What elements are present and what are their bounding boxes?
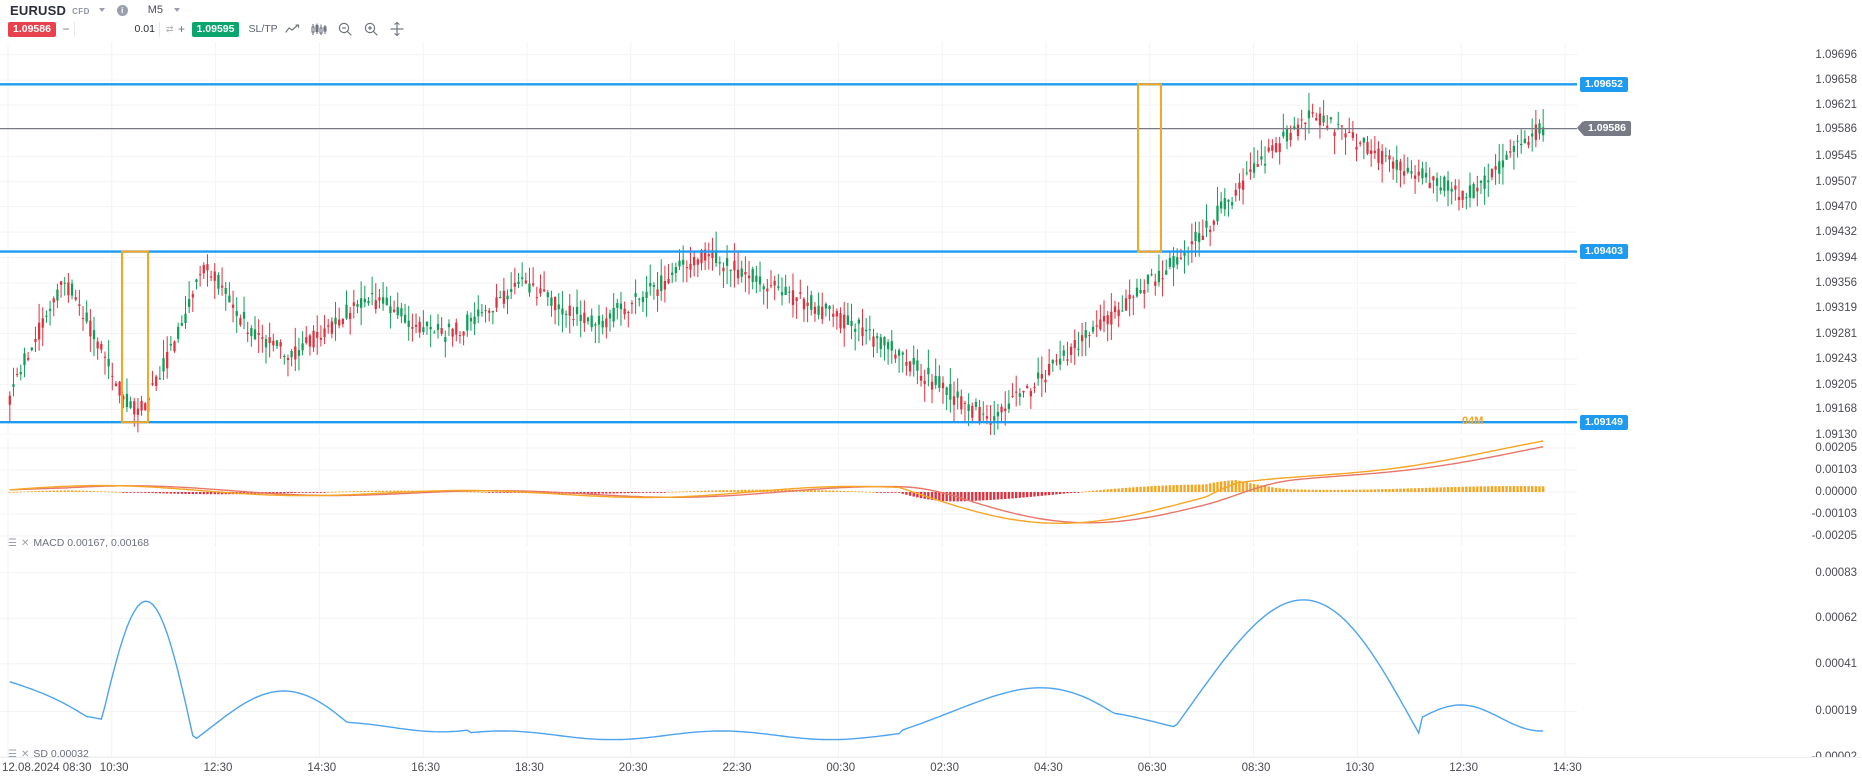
sd-axis-tick: 0.00019 xyxy=(1815,705,1857,718)
chevron-down-icon[interactable] xyxy=(174,8,181,12)
macd-axis-tick: 0.00205 xyxy=(1815,441,1857,454)
sd-axis-tick: 0.00083 xyxy=(1815,566,1857,579)
quantity-stepper: − 0.01 ⇄ + xyxy=(58,21,190,37)
time-axis-tick: 04:30 xyxy=(1034,762,1063,774)
current-price-label[interactable]: 1.09586 xyxy=(1577,121,1631,137)
trade-row: 1.09586 − 0.01 ⇄ + 1.09595 SL/TP xyxy=(8,20,408,38)
symbol-row: EURUSD CFD i M5 xyxy=(10,1,184,19)
top-toolbar: EURUSD CFD i M5 1.09586 − 0.01 ⇄ + 1.095… xyxy=(0,0,1862,42)
macd-legend-label: MACD 0.00167, 0.00168 xyxy=(33,537,149,549)
swap-icon[interactable]: ⇄ xyxy=(165,23,174,34)
symbol-label[interactable]: EURUSD xyxy=(10,2,67,18)
settings-icon[interactable]: ☰ xyxy=(8,537,17,549)
price-axis-tick: 1.09130 xyxy=(1815,429,1857,441)
zoom-out-icon[interactable] xyxy=(334,20,356,38)
crosshair-icon[interactable] xyxy=(386,20,408,38)
price-axis[interactable]: 1.09696 1.09658 1.09621 1.09586 1.09545 1.095… xyxy=(1577,42,1862,441)
quantity-decrement-button[interactable]: − xyxy=(62,22,70,36)
price-axis-tick: 1.09356 xyxy=(1815,277,1857,290)
price-axis-tick: 1.09432 xyxy=(1815,226,1857,239)
price-axis-tick: 1.09243 xyxy=(1815,353,1857,366)
overlay-annotation: 04M xyxy=(1462,415,1484,428)
settings-icon[interactable]: ☰ xyxy=(8,748,17,760)
time-axis-tick: 16:30 xyxy=(411,762,440,774)
macd-axis-tick: 0.00103 xyxy=(1815,463,1857,476)
support-price-label[interactable]: 1.09149 xyxy=(1580,414,1628,430)
resistance-price-label[interactable]: 1.09652 xyxy=(1580,76,1628,92)
macd-axis: 0.00205 0.00103 0.00000 -0.00103 -0.00205 xyxy=(1577,437,1862,547)
price-chart-panel[interactable] xyxy=(0,42,1577,435)
price-axis-tick: 1.09205 xyxy=(1815,378,1857,391)
timeframe-label: M5 xyxy=(147,4,164,16)
sd-axis-tick: 0.00041 xyxy=(1815,657,1857,670)
macd-axis-tick: 0.00000 xyxy=(1815,486,1857,498)
time-axis-tick: 12.08.2024 08:30 xyxy=(2,762,92,774)
info-icon[interactable]: i xyxy=(116,4,128,16)
price-axis-tick: 1.09168 xyxy=(1815,403,1857,416)
price-axis-tick: 1.09470 xyxy=(1815,200,1857,213)
quantity-input[interactable]: 0.01 xyxy=(73,21,160,37)
line-chart-icon[interactable] xyxy=(282,20,304,38)
time-axis-tick: 12:30 xyxy=(203,762,233,774)
quantity-value: 0.01 xyxy=(134,23,155,35)
time-axis-tick: 02:30 xyxy=(930,762,959,774)
time-axis-tick: 18:30 xyxy=(515,762,544,774)
candlestick-icon[interactable] xyxy=(308,20,330,38)
quantity-increment-button[interactable]: + xyxy=(178,22,186,36)
macd-legend[interactable]: ☰ ✕ MACD 0.00167, 0.00168 xyxy=(8,537,149,549)
price-axis-tick: 1.09696 xyxy=(1815,48,1857,61)
chevron-down-icon[interactable] xyxy=(98,8,105,12)
midline-price-label[interactable]: 1.09403 xyxy=(1580,244,1628,260)
timeframe-selector[interactable]: M5 xyxy=(144,2,184,18)
time-axis-tick: 22:30 xyxy=(722,762,752,774)
time-axis-tick: 08:30 xyxy=(1241,762,1271,774)
time-axis-tick: 10:30 xyxy=(99,762,129,774)
instrument-type-label: CFD xyxy=(72,6,90,16)
sell-price-button[interactable]: 1.09586 xyxy=(8,21,56,37)
price-axis-tick: 1.09545 xyxy=(1815,150,1857,163)
price-axis-tick: 1.09281 xyxy=(1815,327,1857,340)
price-axis-tick: 1.09319 xyxy=(1815,302,1857,315)
time-axis-tick: 12:30 xyxy=(1449,762,1478,774)
price-axis-tick: 1.09621 xyxy=(1815,99,1857,112)
sd-axis-tick: 0.00062 xyxy=(1815,612,1857,625)
price-axis-tick: 1.09394 xyxy=(1815,251,1857,264)
time-axis-tick: 06:30 xyxy=(1137,762,1167,774)
price-axis-tick: 1.09507 xyxy=(1815,175,1857,188)
time-axis-tick: 10:30 xyxy=(1345,762,1375,774)
time-axis-tick: 14:30 xyxy=(307,762,337,774)
price-axis-tick: 1.09658 xyxy=(1815,74,1857,87)
time-axis-tick: 20:30 xyxy=(618,762,648,774)
macd-axis-tick: -0.00205 xyxy=(1811,530,1857,543)
sd-panel[interactable] xyxy=(0,551,1577,757)
buy-price-button[interactable]: 1.09595 xyxy=(191,21,240,37)
close-icon[interactable]: ✕ xyxy=(20,537,30,549)
zoom-in-icon[interactable] xyxy=(360,20,382,38)
macd-axis-tick: -0.00103 xyxy=(1811,508,1857,521)
macd-panel[interactable] xyxy=(0,437,1577,547)
time-axis-tick: 14:30 xyxy=(1553,762,1582,774)
time-axis-tick: 00:30 xyxy=(826,762,856,774)
price-axis-tick: 1.09586 xyxy=(1815,122,1857,135)
time-axis[interactable]: 12.08.2024 08:30 10:30 12:30 14:30 16:30 18:3… xyxy=(0,757,1862,780)
sltp-button[interactable]: SL/TP xyxy=(248,23,278,35)
close-icon[interactable]: ✕ xyxy=(20,748,30,760)
